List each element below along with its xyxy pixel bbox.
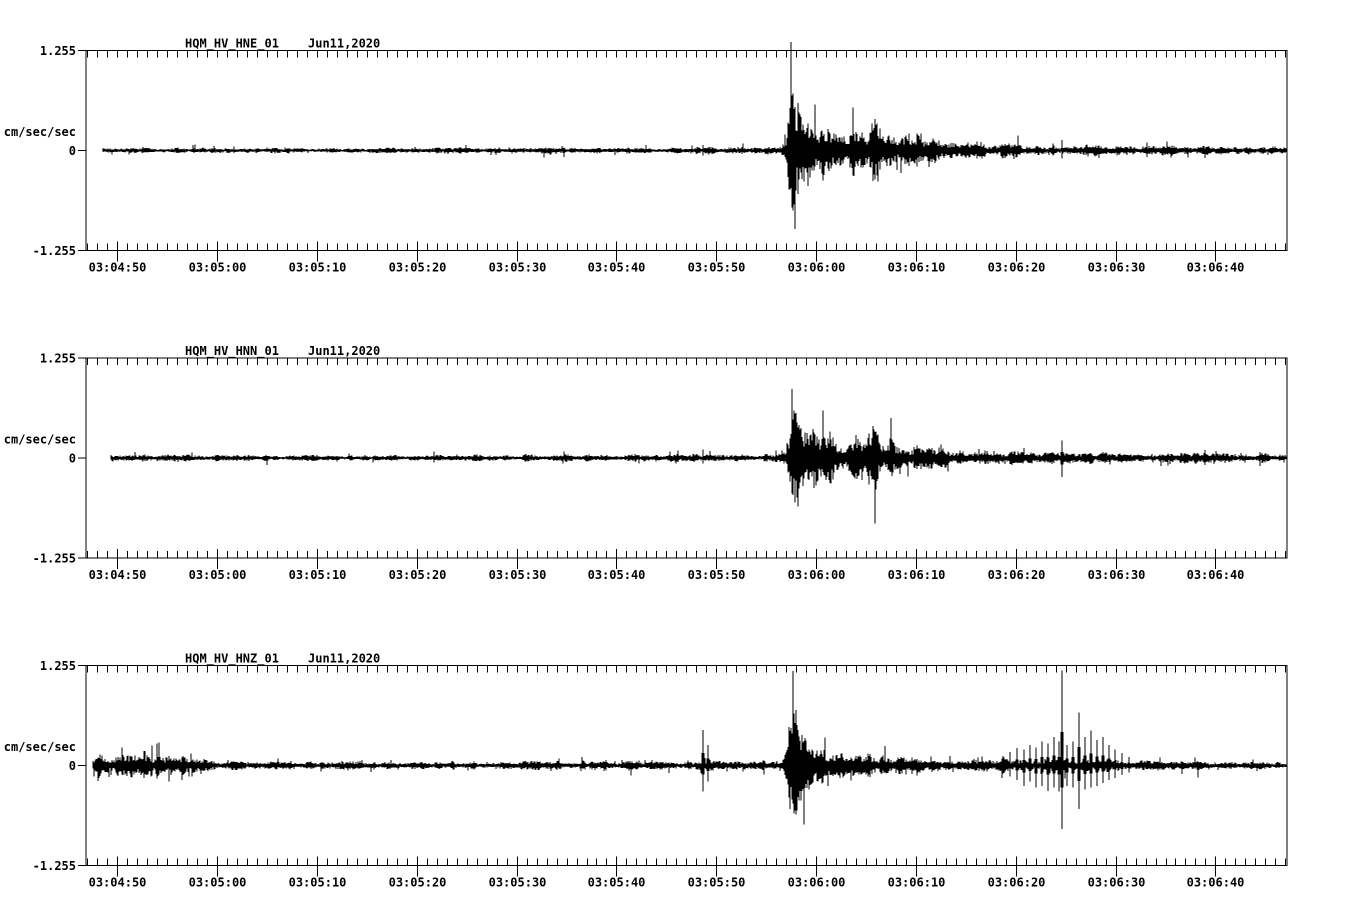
x-tick-label: 03:06:20 (988, 876, 1046, 890)
axis-ticks (78, 357, 1286, 569)
x-tick-label: 03:06:10 (888, 261, 946, 275)
panel-title-date: Jun11,2020 (308, 37, 380, 51)
y-zero-label: 0 (69, 452, 76, 466)
x-tick-label: 03:05:20 (389, 261, 447, 275)
x-tick-label: 03:05:50 (688, 876, 746, 890)
x-tick-label: 03:05:30 (489, 261, 547, 275)
seismogram-panel-hne: HQM_HV_HNE_01 Jun11,2020 1.255 cm/sec/se… (4, 37, 1288, 275)
x-tick-label: 03:05:20 (389, 568, 447, 582)
y-units-label: cm/sec/sec (4, 740, 76, 754)
axis-ticks (78, 665, 1286, 877)
y-max-label: 1.255 (40, 44, 76, 58)
x-tick-label: 03:05:10 (289, 876, 347, 890)
x-tick-label: 03:06:00 (788, 261, 846, 275)
x-tick-label: 03:05:00 (189, 876, 247, 890)
waveform-trace (110, 389, 1287, 524)
panel-title-date: Jun11,2020 (308, 344, 380, 358)
x-tick-label: 03:06:10 (888, 568, 946, 582)
x-tick-label: 03:04:50 (89, 876, 147, 890)
x-tick-label: 03:06:30 (1088, 568, 1146, 582)
x-tick-label: 03:04:50 (89, 261, 147, 275)
x-tick-label: 03:06:20 (988, 261, 1046, 275)
x-tick-labels: 03:04:50 03:05:00 03:05:10 03:05:20 03:05:30… (89, 568, 1245, 582)
x-tick-label: 03:06:10 (888, 876, 946, 890)
x-tick-labels: 03:04:50 03:05:00 03:05:10 03:05:20 03:05:30… (89, 876, 1245, 890)
y-units-label: cm/sec/sec (4, 433, 76, 447)
y-min-label: -1.255 (33, 244, 76, 258)
y-min-label: -1.255 (33, 552, 76, 566)
x-tick-label: 03:05:20 (389, 876, 447, 890)
x-tick-label: 03:06:30 (1088, 876, 1146, 890)
x-tick-label: 03:05:40 (588, 568, 646, 582)
x-tick-label: 03:05:40 (588, 876, 646, 890)
x-tick-label: 03:06:20 (988, 568, 1046, 582)
panel-title-date: Jun11,2020 (308, 652, 380, 666)
waveform-trace (92, 670, 1287, 829)
y-max-label: 1.255 (40, 352, 76, 366)
seismogram-panel-hnn: HQM_HV_HNN_01 Jun11,2020 1.255 cm/sec/se… (4, 344, 1288, 582)
x-tick-label: 03:05:50 (688, 568, 746, 582)
x-tick-label: 03:05:10 (289, 568, 347, 582)
panel-title-station: HQM_HV_HNZ_01 (185, 652, 279, 667)
axis-ticks (78, 50, 1286, 262)
x-tick-label: 03:05:00 (189, 261, 247, 275)
x-tick-label: 03:06:00 (788, 568, 846, 582)
x-tick-label: 03:05:10 (289, 261, 347, 275)
x-tick-label: 03:04:50 (89, 568, 147, 582)
x-tick-label: 03:05:00 (189, 568, 247, 582)
x-tick-label: 03:06:40 (1187, 568, 1245, 582)
x-tick-label: 03:06:40 (1187, 261, 1245, 275)
y-units-label: cm/sec/sec (4, 125, 76, 139)
x-tick-labels: 03:04:50 03:05:00 03:05:10 03:05:20 03:05:30… (89, 261, 1245, 275)
y-min-label: -1.255 (33, 859, 76, 873)
x-tick-label: 03:05:30 (489, 568, 547, 582)
y-max-label: 1.255 (40, 659, 76, 673)
x-tick-label: 03:06:00 (788, 876, 846, 890)
x-tick-label: 03:06:30 (1088, 261, 1146, 275)
x-tick-label: 03:05:50 (688, 261, 746, 275)
panel-title-station: HQM_HV_HNE_01 (185, 37, 279, 52)
y-zero-label: 0 (69, 144, 76, 158)
seismogram-panel-hnz: HQM_HV_HNZ_01 Jun11,2020 1.255 cm/sec/se… (4, 652, 1288, 890)
x-tick-label: 03:05:40 (588, 261, 646, 275)
x-tick-label: 03:05:30 (489, 876, 547, 890)
waveform-trace (102, 41, 1287, 229)
panel-title-station: HQM_HV_HNN_01 (185, 344, 279, 359)
x-tick-label: 03:06:40 (1187, 876, 1245, 890)
y-zero-label: 0 (69, 759, 76, 773)
